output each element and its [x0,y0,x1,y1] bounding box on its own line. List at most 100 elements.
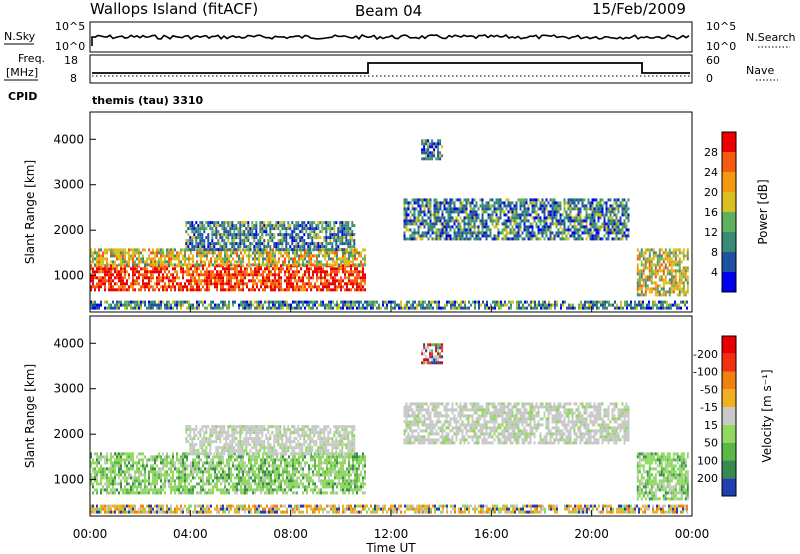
heatmap-cell [234,273,236,277]
heatmap-cell [505,225,508,229]
heatmap-cell [656,287,659,291]
heatmap-cell [292,273,294,277]
heatmap-cell [390,303,392,307]
heatmap-cell [403,216,406,220]
heatmap-cell [178,288,180,292]
cpid-value: themis (tau) 3310 [92,94,204,107]
heatmap-cell [130,485,132,489]
heatmap-cell [140,251,142,255]
heatmap-cell [425,234,428,238]
heatmap-cell [354,300,356,304]
heatmap-cell [100,476,102,480]
heatmap-cell [118,458,120,462]
heatmap-cell [386,300,388,304]
heatmap-cell [295,242,298,246]
heatmap-cell [360,260,362,264]
heatmap-cell [300,267,302,271]
heatmap-cell [471,201,474,205]
heatmap-cell [191,236,194,240]
heatmap-cell [116,452,118,456]
heatmap-cell [302,273,304,277]
heatmap-cell [505,204,508,208]
heatmap-cell [495,225,498,229]
heatmap-cell [168,482,170,486]
heatmap-cell [666,254,669,258]
heatmap-cell [529,225,532,229]
heatmap-cell [409,216,412,220]
heatmap-cell [317,245,320,249]
heatmap-cell [118,263,120,267]
heatmap-cell [247,236,250,240]
heatmap-cell [606,300,608,304]
heatmap-cell [188,482,190,486]
heatmap-cell [415,207,418,211]
heatmap-cell [124,491,126,495]
heatmap-cell [158,248,160,252]
heatmap-cell [140,473,142,477]
heatmap-cell [235,227,238,231]
heatmap-cell [98,270,100,274]
heatmap-cell [611,210,614,214]
heatmap-cell [513,219,516,223]
heatmap-cell [609,210,612,214]
heatmap-cell [246,303,248,307]
heatmap-cell [411,207,414,211]
heatmap-cell [106,491,108,495]
heatmap-cell [602,306,604,310]
heatmap-cell [423,222,426,226]
heatmap-cell [232,257,234,261]
heatmap-cell [170,279,172,283]
heatmap-cell [507,225,510,229]
heatmap-cell [232,300,234,304]
heatmap-cell [330,300,332,304]
heatmap-cell [201,245,204,249]
heatmap-cell [394,306,396,310]
heatmap-cell [443,225,446,229]
heatmap-cell [206,482,208,486]
heatmap-cell [537,207,540,211]
heatmap-cell [403,213,406,217]
heatmap-cell [525,234,528,238]
heatmap-cell [303,242,306,246]
heatmap-cell [104,267,106,271]
heatmap-cell [100,464,102,468]
heatmap-cell [523,201,526,205]
heatmap-cell [187,248,190,252]
heatmap-cell [471,210,474,214]
heatmap-cell [646,303,648,307]
heatmap-cell [617,204,620,208]
heatmap-cell [313,242,316,246]
heatmap-cell [656,284,659,288]
heatmap-cell [156,455,158,459]
heatmap-cell [100,248,102,252]
heatmap-cell [199,233,202,237]
heatmap-cell [430,306,432,310]
heatmap-cell [197,227,200,231]
heatmap-cell [626,300,628,304]
heatmap-cell [315,248,318,252]
heatmap-cell [449,228,452,232]
heatmap-cell [348,263,350,267]
heatmap-cell [296,260,298,264]
heatmap-cell [565,210,568,214]
heatmap-cell [134,279,136,283]
heatmap-cell [202,279,204,283]
heatmap-cell [500,300,502,304]
heatmap-cell [347,242,350,246]
heatmap-cell [498,303,500,307]
heatmap-cell [305,224,308,228]
heatmap-cell [312,276,314,280]
heatmap-cell [297,227,300,231]
heatmap-cell [269,236,272,240]
heatmap-cell [543,201,546,205]
heatmap-cell [466,306,468,310]
heatmap-cell [360,279,362,283]
heatmap-cell [94,303,96,307]
heatmap-cell [176,257,178,261]
heatmap-cell [481,234,484,238]
heatmap-cell [154,485,156,489]
heatmap-cell [249,233,252,237]
heatmap-cell [92,260,94,264]
heatmap-cell [200,251,202,255]
heatmap-cell [292,282,294,286]
